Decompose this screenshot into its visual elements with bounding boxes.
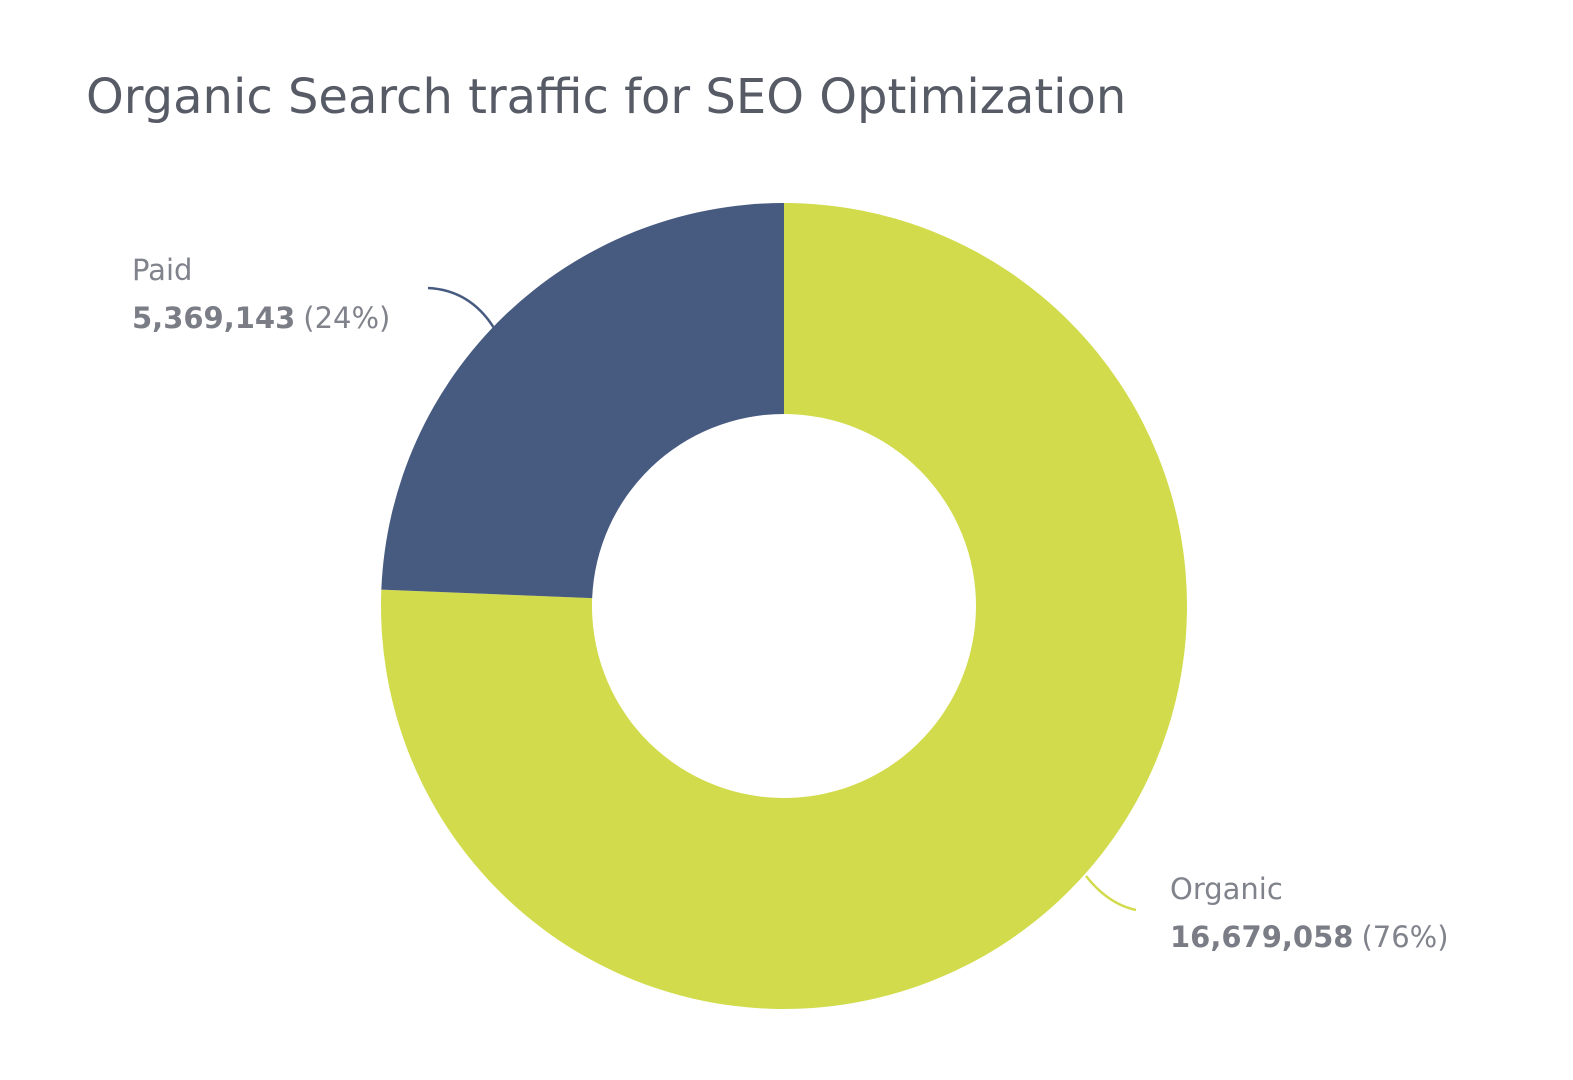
slice-label: Organic [1170,872,1283,906]
leader-line [1085,875,1137,912]
slice-value-label: 5,369,143 (24%) [132,301,390,335]
slice-percent: (76%) [1361,920,1448,954]
slice-value-label: 16,679,058 (76%) [1170,920,1449,954]
slice-percent: (24%) [303,301,390,335]
slice-value: 5,369,143 [132,301,295,335]
slice-label: Paid [132,253,192,287]
slice-value: 16,679,058 [1170,920,1353,954]
leader-line [427,286,496,329]
chart-title: Organic Search traffic for SEO Optimizat… [86,69,1126,125]
donut-slice [381,203,784,599]
donut-slice [380,203,1187,1009]
